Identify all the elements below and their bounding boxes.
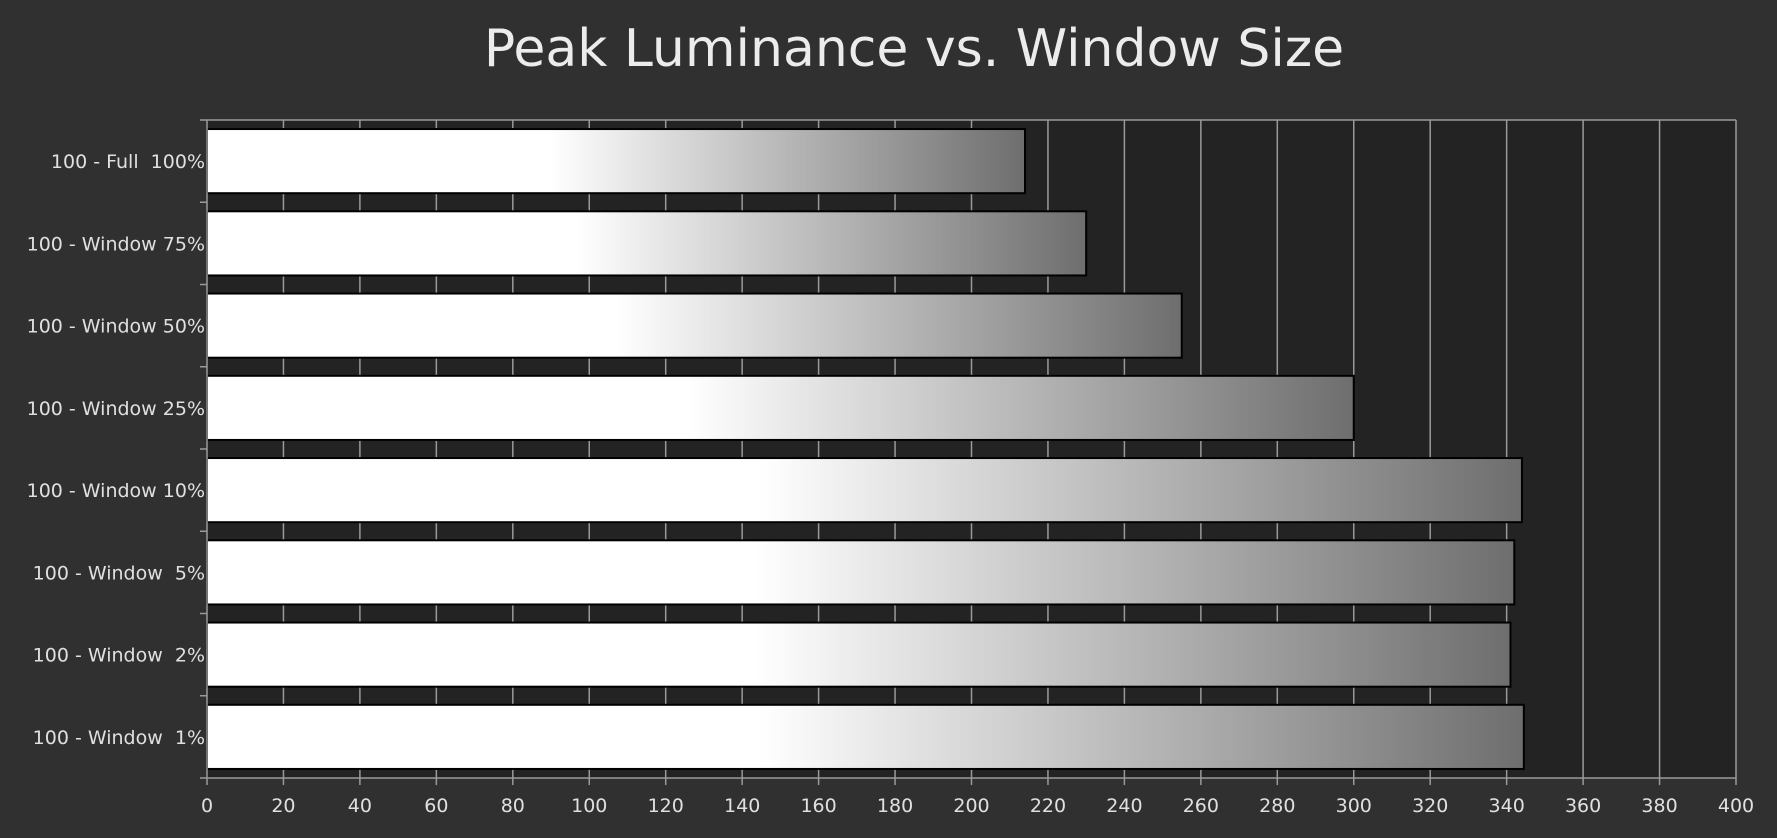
bar (206, 374, 1355, 441)
x-tick-label: 100 (571, 795, 607, 817)
category-label: 100 - Window 75% (27, 233, 205, 255)
axes (200, 119, 1737, 785)
x-tick-label: 40 (348, 795, 372, 817)
bar (206, 703, 1525, 770)
x-tick-label: 0 (201, 795, 213, 817)
x-tick-label: 220 (1030, 795, 1066, 817)
chart-title: Peak Luminance vs. Window Size (484, 19, 1344, 79)
category-label: 100 - Window 2% (33, 645, 205, 667)
category-label: 100 - Window 50% (27, 316, 205, 338)
x-tick-label: 240 (1106, 795, 1142, 817)
bar (206, 457, 1523, 524)
category-label: 100 - Full 100% (51, 151, 205, 173)
x-tick-label: 280 (1259, 795, 1295, 817)
x-tick-label: 200 (953, 795, 989, 817)
x-tick-label: 80 (501, 795, 525, 817)
x-tick-label: 60 (424, 795, 448, 817)
bar (206, 539, 1516, 606)
x-tick-label: 260 (1183, 795, 1219, 817)
x-tick-label: 380 (1641, 795, 1677, 817)
x-tick-label: 360 (1565, 795, 1601, 817)
x-tick-label: 400 (1718, 795, 1754, 817)
x-tick-label: 340 (1489, 795, 1525, 817)
bar (206, 210, 1088, 277)
x-tick-label: 120 (648, 795, 684, 817)
bar (206, 128, 1027, 195)
x-tick-label: 300 (1336, 795, 1372, 817)
labels: 0 20 40 60 80 100 120 140 160 180 200 220 240 260 280 3… (27, 151, 1755, 817)
bar (206, 292, 1183, 359)
category-label: 100 - Window 5% (33, 562, 205, 584)
category-label: 100 - Window 1% (33, 727, 205, 749)
x-tick-label: 320 (1412, 795, 1448, 817)
x-tick-label: 180 (877, 795, 913, 817)
x-tick-label: 160 (800, 795, 836, 817)
category-label: 100 - Window 25% (27, 398, 205, 420)
bars (206, 128, 1525, 770)
bar (206, 621, 1512, 688)
x-tick-label: 140 (724, 795, 760, 817)
category-label: 100 - Window 10% (27, 480, 205, 502)
x-tick-label: 20 (271, 795, 295, 817)
